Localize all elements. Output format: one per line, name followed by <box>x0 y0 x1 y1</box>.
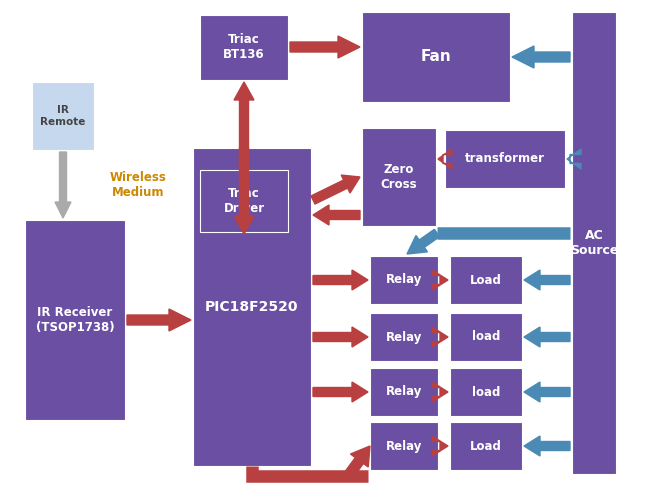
FancyBboxPatch shape <box>32 82 94 150</box>
FancyBboxPatch shape <box>200 15 288 80</box>
Text: transformer: transformer <box>465 153 545 165</box>
FancyArrow shape <box>524 436 570 456</box>
FancyBboxPatch shape <box>370 422 438 470</box>
FancyArrow shape <box>432 436 448 456</box>
FancyArrow shape <box>313 327 368 347</box>
FancyArrow shape <box>313 270 368 290</box>
Text: Fan: Fan <box>421 49 451 65</box>
FancyBboxPatch shape <box>450 256 522 304</box>
FancyArrow shape <box>234 148 254 234</box>
FancyBboxPatch shape <box>193 148 311 466</box>
FancyBboxPatch shape <box>25 220 125 420</box>
FancyArrow shape <box>432 382 448 402</box>
FancyBboxPatch shape <box>362 12 510 102</box>
Text: Wireless
Medium: Wireless Medium <box>110 171 166 199</box>
Text: Triac
BT136: Triac BT136 <box>223 34 265 61</box>
FancyArrow shape <box>432 327 448 347</box>
FancyBboxPatch shape <box>445 130 565 188</box>
FancyArrow shape <box>311 175 360 204</box>
FancyBboxPatch shape <box>370 256 438 304</box>
FancyArrow shape <box>438 149 452 169</box>
Text: PIC18F2520: PIC18F2520 <box>205 300 299 314</box>
FancyArrow shape <box>432 270 448 290</box>
Text: Triac
Driver: Triac Driver <box>224 187 265 215</box>
FancyArrow shape <box>313 382 368 402</box>
Text: Relay: Relay <box>386 274 422 287</box>
FancyArrow shape <box>344 446 370 479</box>
FancyArrow shape <box>567 149 581 169</box>
FancyBboxPatch shape <box>450 313 522 361</box>
Text: AC
Source: AC Source <box>570 229 618 257</box>
FancyBboxPatch shape <box>450 368 522 416</box>
Text: Relay: Relay <box>386 330 422 343</box>
FancyArrow shape <box>524 327 570 347</box>
FancyBboxPatch shape <box>200 170 288 232</box>
Text: Zero
Cross: Zero Cross <box>381 163 417 191</box>
FancyArrow shape <box>127 309 191 331</box>
FancyArrow shape <box>524 270 570 290</box>
FancyArrow shape <box>524 382 570 402</box>
Text: Load: Load <box>470 274 502 287</box>
FancyBboxPatch shape <box>450 422 522 470</box>
FancyBboxPatch shape <box>362 128 436 226</box>
FancyArrow shape <box>290 36 360 58</box>
FancyArrow shape <box>313 205 360 225</box>
FancyArrow shape <box>407 229 439 254</box>
Text: Relay: Relay <box>386 440 422 453</box>
FancyArrow shape <box>512 46 570 68</box>
Text: IR Receiver
(TSOP1738): IR Receiver (TSOP1738) <box>36 306 114 334</box>
FancyArrow shape <box>234 82 254 168</box>
Text: IR
Remote: IR Remote <box>40 105 86 127</box>
FancyArrow shape <box>55 152 71 218</box>
FancyBboxPatch shape <box>572 12 616 474</box>
Text: load: load <box>472 330 500 343</box>
FancyBboxPatch shape <box>370 368 438 416</box>
Text: Load: Load <box>470 440 502 453</box>
Text: Relay: Relay <box>386 385 422 399</box>
FancyBboxPatch shape <box>370 313 438 361</box>
Text: load: load <box>472 385 500 399</box>
